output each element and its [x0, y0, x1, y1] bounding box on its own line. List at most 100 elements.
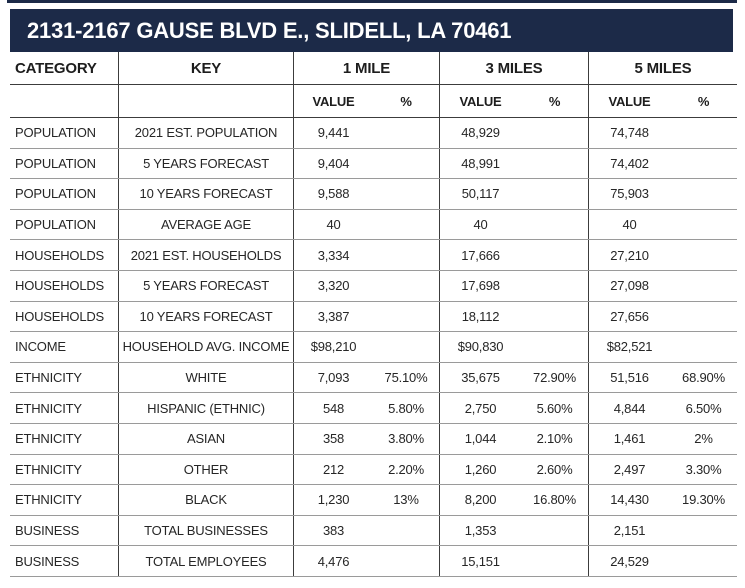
- table-row: BUSINESS TOTAL EMPLOYEES 4,476 15,151 24,529: [10, 546, 737, 577]
- cell-pct-5miles: [670, 240, 737, 270]
- table-row: POPULATION 2021 EST. POPULATION 9,441 48,92…: [10, 118, 737, 149]
- cell-value-1mile: 9,404: [293, 148, 373, 179]
- cell-pct-1mile: [373, 332, 439, 362]
- cell-value-3miles: 48,991: [439, 148, 521, 179]
- cell-category: HOUSEHOLDS: [15, 308, 105, 324]
- cell-pct-3miles: [521, 271, 588, 301]
- table-row: POPULATION AVERAGE AGE 40 40 40: [10, 209, 737, 241]
- cell-pct-1mile: [373, 118, 439, 148]
- demographics-table-body: POPULATION 2021 EST. POPULATION 9,441 48,92…: [10, 118, 737, 577]
- cell-key: ASIAN: [118, 423, 293, 454]
- cell-category: ETHNICITY: [15, 370, 82, 386]
- cell-pct-5miles: [670, 210, 737, 240]
- cell-value-5miles: 75,903: [588, 179, 670, 209]
- cell-value-3miles: 48,929: [439, 118, 521, 148]
- cell-value-3miles: 1,044: [439, 423, 521, 454]
- cell-pct-3miles: 16.80%: [533, 492, 576, 508]
- table-row: ETHNICITY WHITE 7,093 75.10% 35,675 72.90% 51,…: [10, 362, 737, 394]
- cell-pct-3miles: [521, 210, 588, 240]
- cell-key: HISPANIC (ETHNIC): [118, 393, 293, 423]
- cell-value-5miles: 4,844: [588, 393, 670, 423]
- cell-pct-3miles: 72.90%: [533, 370, 576, 386]
- subheader-category-empty: [10, 85, 118, 117]
- cell-pct-1mile: [373, 546, 439, 576]
- cell-pct-5miles: 19.30%: [682, 492, 725, 508]
- cell-pct-3miles: [521, 118, 588, 148]
- cell-pct-3miles: [521, 179, 588, 209]
- cell-category: ETHNICITY: [15, 400, 82, 416]
- cell-pct-1mile: [373, 179, 439, 209]
- cell-pct-3miles: [521, 149, 588, 179]
- cell-key: 10 YEARS FORECAST: [118, 301, 293, 332]
- cell-pct-3miles: [521, 240, 588, 270]
- cell-pct-3miles: [521, 332, 588, 362]
- cell-value-5miles: 74,402: [588, 148, 670, 179]
- cell-value-1mile: 9,588: [293, 179, 373, 209]
- cell-value-5miles: 27,098: [588, 270, 670, 301]
- cell-category: BUSINESS: [15, 553, 80, 569]
- subheader-value-5miles: VALUE: [588, 85, 670, 117]
- cell-pct-5miles: [670, 516, 737, 546]
- cell-pct-3miles: [521, 302, 588, 332]
- cell-pct-5miles: [670, 302, 737, 332]
- cell-value-1mile: 383: [293, 515, 373, 546]
- cell-pct-3miles: [521, 516, 588, 546]
- column-header-5miles: 5 MILES: [588, 52, 737, 84]
- cell-pct-5miles: [670, 546, 737, 576]
- cell-pct-5miles: 2%: [694, 431, 713, 447]
- table-row: HOUSEHOLDS 10 YEARS FORECAST 3,387 18,112 27…: [10, 301, 737, 333]
- cell-key: WHITE: [118, 362, 293, 393]
- cell-pct-1mile: [373, 516, 439, 546]
- cell-pct-1mile: 3.80%: [388, 431, 424, 447]
- subheader-value-1mile: VALUE: [293, 85, 373, 117]
- cell-pct-5miles: [670, 332, 737, 362]
- cell-value-3miles: 1,260: [439, 454, 521, 485]
- table-row: BUSINESS TOTAL BUSINESSES 383 1,353 2,151: [10, 515, 737, 547]
- cell-value-1mile: 212: [293, 454, 373, 485]
- cell-pct-1mile: [373, 149, 439, 179]
- cell-value-1mile: 4,476: [293, 546, 373, 576]
- cell-key: 5 YEARS FORECAST: [118, 270, 293, 301]
- table-row: HOUSEHOLDS 5 YEARS FORECAST 3,320 17,698 27,…: [10, 270, 737, 302]
- cell-pct-3miles: 2.10%: [536, 431, 573, 447]
- cell-value-1mile: 1,230: [293, 485, 373, 515]
- table-row: ETHNICITY BLACK 1,230 13% 8,200 16.80% 14,430 1…: [10, 485, 737, 516]
- cell-value-3miles: 17,666: [439, 240, 521, 270]
- table-row: POPULATION 10 YEARS FORECAST 9,588 50,117 75…: [10, 179, 737, 210]
- demographics-table: CATEGORY KEY 1 MILE 3 MILES 5 MILES VALU…: [10, 52, 737, 577]
- cell-category: POPULATION: [15, 125, 96, 141]
- cell-key: 2021 EST. POPULATION: [118, 118, 293, 148]
- cell-category: POPULATION: [15, 186, 96, 202]
- subheader-pct-1mile: %: [400, 93, 412, 109]
- cell-pct-1mile: 13%: [393, 492, 419, 508]
- cell-value-3miles: 18,112: [439, 301, 521, 332]
- cell-category: POPULATION: [15, 217, 96, 233]
- cell-pct-5miles: 3.30%: [685, 461, 722, 477]
- cell-key: 10 YEARS FORECAST: [118, 179, 293, 209]
- cell-value-1mile: $98,210: [293, 332, 373, 362]
- cell-value-3miles: 17,698: [439, 270, 521, 301]
- cell-pct-5miles: [670, 118, 737, 148]
- table-row: POPULATION 5 YEARS FORECAST 9,404 48,991 74,…: [10, 148, 737, 180]
- column-header-key: KEY: [118, 52, 293, 84]
- cell-value-1mile: 40: [293, 209, 373, 240]
- cell-value-5miles: 1,461: [588, 423, 670, 454]
- top-accent-bar: [7, 0, 737, 3]
- cell-value-3miles: 15,151: [439, 546, 521, 576]
- subheader-key-empty: [118, 85, 293, 117]
- cell-pct-3miles: 5.60%: [536, 400, 573, 416]
- column-header-1mile: 1 MILE: [293, 52, 439, 84]
- cell-pct-5miles: [670, 179, 737, 209]
- cell-key: HOUSEHOLD AVG. INCOME: [118, 332, 293, 362]
- cell-value-5miles: 51,516: [588, 362, 670, 393]
- cell-value-3miles: $90,830: [439, 332, 521, 362]
- cell-category: POPULATION: [15, 155, 96, 171]
- cell-value-5miles: 2,497: [588, 454, 670, 485]
- cell-key: TOTAL EMPLOYEES: [118, 546, 293, 576]
- cell-pct-5miles: [670, 271, 737, 301]
- cell-category: ETHNICITY: [15, 492, 82, 508]
- subheader-pct-5miles: %: [697, 93, 710, 109]
- cell-key: AVERAGE AGE: [118, 209, 293, 240]
- cell-value-3miles: 2,750: [439, 393, 521, 423]
- cell-pct-3miles: [521, 546, 588, 576]
